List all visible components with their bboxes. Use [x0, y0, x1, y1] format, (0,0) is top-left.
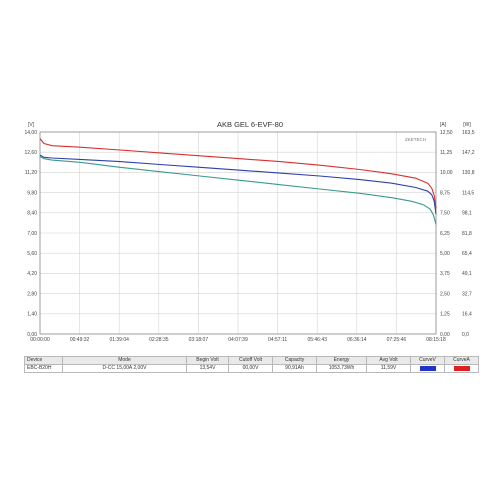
plot-frame	[39, 131, 437, 335]
y-right2-tick-label: 0,0	[462, 332, 469, 338]
cell-capacity: 90,91Ah	[272, 364, 317, 373]
header-mode: Mode	[62, 356, 187, 365]
y-right-tick-label: 8,75	[440, 190, 450, 196]
y-right-tick-label: 5,00	[440, 251, 450, 257]
y-left-tick-label: 5,60	[27, 251, 37, 257]
header-avg-volt: Avg Volt	[366, 356, 411, 365]
y-right2-tick-label: 65,4	[462, 251, 472, 257]
y-left-tick-label: 14,00	[24, 130, 37, 136]
series-line-3	[39, 156, 437, 225]
header-curve-v: CurveV	[410, 356, 445, 365]
y-left-tick-label: 9,80	[27, 190, 37, 196]
cell-curve-v	[410, 364, 445, 373]
y-right-tick-label: 0,00	[440, 332, 450, 338]
cell-begin-volt: 13,54V	[186, 364, 229, 373]
y-right-tick-label: 6,25	[440, 231, 450, 237]
cell-cutoff-volt: 00,00V	[228, 364, 273, 373]
y-right-tick-label: 12,50	[440, 130, 453, 136]
y-left-tick-label: 7,00	[27, 231, 37, 237]
x-tick-label: 00:00:00	[30, 337, 50, 343]
x-tick-label: 04:07:39	[228, 337, 248, 343]
x-tick-label: 07:25:46	[387, 337, 407, 343]
curve-a-swatch	[453, 366, 470, 371]
y-right2-tick-label: 98,1	[462, 211, 472, 217]
y-right2-unit: [W]	[463, 122, 471, 128]
x-tick-label: 02:28:35	[149, 337, 169, 343]
y-right2-tick-label: 130,8	[462, 170, 475, 176]
x-tick-label: 06:36:14	[347, 337, 367, 343]
y-left-tick-label: 1,40	[27, 312, 37, 318]
x-tick-label: 00:49:32	[70, 337, 90, 343]
series-group	[39, 138, 437, 225]
series-line-1	[39, 138, 437, 209]
chart-title: AKB GEL 6-EVF-80	[217, 120, 283, 129]
y-left-tick-label: 8,40	[27, 211, 37, 217]
y-right2-tick-label: 49,1	[462, 271, 472, 277]
header-capacity: Capacity	[272, 356, 317, 365]
y-right-unit: [A]	[440, 122, 447, 128]
y-right2-tick-label: 114,5	[462, 190, 474, 196]
y-left-tick-label: 4,20	[27, 271, 37, 277]
header-curve-a: CurveA	[444, 356, 479, 365]
info-table: Device Mode Begin Volt Cutoff Volt Capac…	[24, 356, 479, 373]
y-left-unit: [V]	[28, 122, 35, 128]
cell-energy: 1053,73Wh	[316, 364, 367, 373]
header-begin-volt: Begin Volt	[186, 356, 229, 365]
y-right-tick-label: 1,25	[440, 312, 450, 318]
x-tick-label: 04:57:11	[268, 337, 287, 343]
cell-device: EBC-B20H	[24, 364, 63, 373]
y-right-tick-label: 7,50	[440, 211, 450, 217]
x-tick-label: 05:46:43	[307, 337, 327, 343]
tick-labels: 00:00:00 00:49:32 01:39:04 02:28:35 03:18:07…	[24, 130, 474, 343]
curve-v-swatch	[419, 366, 436, 371]
series-line-2	[39, 154, 437, 215]
info-table-header: Device Mode Begin Volt Cutoff Volt Capac…	[24, 356, 479, 365]
brand-label: ZKETECH	[405, 137, 426, 142]
y-right2-tick-label: 163,5	[462, 130, 475, 136]
x-tick-label: 01:39:04	[109, 337, 129, 343]
y-right-tick-label: 3,75	[440, 271, 450, 277]
y-right2-tick-label: 16,4	[462, 312, 472, 318]
y-right2-tick-label: 147,2	[462, 150, 475, 156]
y-right2-tick-label: 32,7	[462, 291, 472, 297]
y-left-tick-label: 2,80	[27, 291, 37, 297]
y-left-tick-label: 0,00	[27, 332, 37, 338]
cell-curve-a	[444, 364, 479, 373]
y-right-tick-label: 10,00	[440, 170, 453, 176]
y-right-tick-label: 2,50	[440, 291, 450, 297]
info-table-row: EBC-B20H D-CC 15,00A 2,00V 13,54V 00,00V…	[24, 364, 479, 373]
cell-mode: D-CC 15,00A 2,00V	[62, 364, 187, 373]
cell-avg-volt: 11,59V	[366, 364, 411, 373]
header-cutoff-volt: Cutoff Volt	[228, 356, 273, 365]
x-tick-label: 08:15:18	[426, 337, 446, 343]
header-device: Device	[24, 356, 63, 365]
y-left-tick-label: 12,60	[24, 150, 37, 156]
y-right-tick-label: 11,25	[440, 150, 452, 156]
y-right2-tick-label: 81,8	[462, 231, 472, 237]
x-tick-label: 03:18:07	[189, 337, 209, 343]
y-left-tick-label: 11,20	[25, 170, 37, 176]
header-energy: Energy	[316, 356, 367, 365]
